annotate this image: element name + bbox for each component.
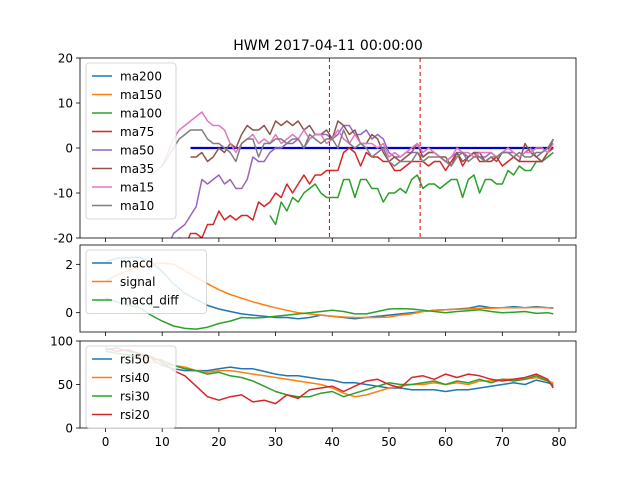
legend-label: ma75	[120, 125, 154, 139]
axes-frame	[79, 57, 577, 239]
series-line-ma10	[161, 129, 554, 167]
legend: macd signal macd_diff	[85, 249, 207, 314]
y-tick-label: 2	[65, 258, 73, 272]
legend-label: signal	[120, 275, 156, 289]
moving-averages-panel: -20-1001020ma200ma150ma100ma75ma50ma35ma…	[53, 52, 577, 246]
legend: ma200 ma150 ma100 ma75 ma50 ma35 ma15 ma10	[85, 62, 177, 220]
series-line-macd_diff	[105, 297, 554, 330]
series-line-rsi50	[105, 347, 554, 393]
y-tick-label: 0	[65, 142, 73, 156]
legend-label: rsi40	[120, 371, 150, 385]
series-line-ma50	[170, 124, 554, 238]
x-tick-label: 40	[325, 435, 340, 449]
x-tick-label: 20	[211, 435, 226, 449]
x-tick-label: 10	[155, 435, 170, 449]
x-tick-label: 30	[268, 435, 283, 449]
axes-frame	[79, 244, 577, 333]
series-line-ma75	[177, 147, 554, 238]
series-line-ma35	[190, 120, 554, 167]
legend-label: macd_diff	[120, 294, 179, 308]
legend-box	[85, 62, 177, 220]
legend-label: macd	[120, 257, 153, 271]
y-tick-label: 20	[58, 52, 73, 66]
x-tick-label: 60	[438, 435, 453, 449]
y-tick-label: 10	[58, 97, 73, 111]
series-line-rsi30	[105, 350, 554, 398]
series-line-ma15	[150, 111, 554, 176]
legend-label: ma150	[120, 88, 162, 102]
y-tick-label: -10	[53, 187, 73, 201]
x-tick-label: 50	[381, 435, 396, 449]
legend-label: rsi20	[120, 408, 150, 422]
macd-panel: 0 2 macd signal macd_diff	[65, 244, 577, 336]
legend-label: ma15	[120, 181, 154, 195]
y-tick-label: 0	[65, 306, 73, 320]
y-tick-label: 0	[65, 422, 73, 436]
legend-label: ma50	[120, 144, 154, 158]
chart-title: HWM 2017-04-11 00:00:00	[233, 38, 423, 54]
x-tick-label: 70	[495, 435, 510, 449]
legend-box	[85, 345, 177, 429]
legend: rsi50 rsi40 rsi30 rsi20	[85, 345, 177, 429]
legend-label: rsi50	[120, 353, 150, 367]
y-tick-label: 50	[58, 378, 73, 392]
legend-label: rsi30	[120, 390, 150, 404]
legend-label: ma200	[120, 70, 162, 84]
series-line-rsi20	[105, 347, 554, 405]
y-tick-label: 100	[50, 335, 73, 349]
series-line-ma100	[269, 151, 554, 226]
x-tick-label: 80	[551, 435, 566, 449]
legend-label: ma35	[120, 162, 154, 176]
legend-box	[85, 249, 207, 314]
legend-label: ma100	[120, 107, 162, 121]
legend-label: ma10	[120, 199, 154, 213]
x-tick-label: 0	[102, 435, 110, 449]
axes-frame	[79, 340, 577, 429]
y-tick-label: -20	[53, 232, 73, 246]
